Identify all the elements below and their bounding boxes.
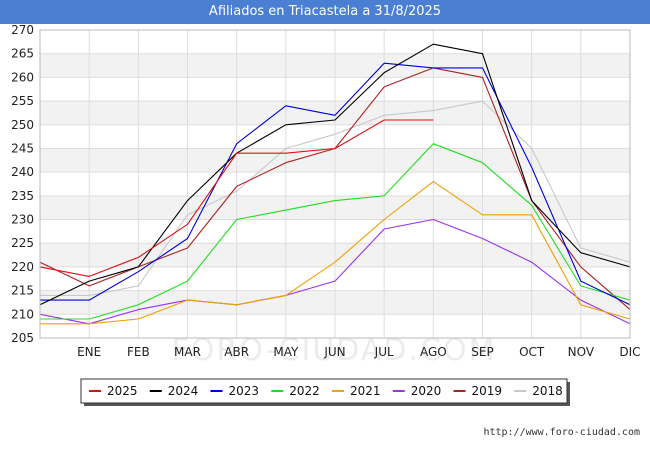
y-tick-label: 215 — [11, 284, 34, 298]
series-line-2025 — [39, 119, 434, 277]
y-tick-label: 250 — [11, 118, 34, 132]
legend-label-2023: 2023 — [229, 384, 260, 398]
y-tick-label: 265 — [11, 47, 34, 61]
x-tick-label: SEP — [471, 345, 493, 359]
legend-label-2021: 2021 — [350, 384, 381, 398]
x-tick-label: FEB — [127, 345, 150, 359]
x-tick-label: JUL — [374, 345, 394, 359]
y-tick-label: 220 — [11, 260, 34, 274]
legend: 2025 2024 2023 2022 2021 2020 2019 2018 — [80, 378, 570, 406]
series-line-2020 — [39, 218, 631, 325]
series-line-2018 — [40, 100, 631, 296]
y-tick-label: 230 — [11, 213, 34, 227]
x-tick-label: ABR — [224, 345, 249, 359]
x-tick-label: MAR — [174, 345, 201, 359]
y-tick-label: 260 — [11, 70, 34, 84]
legend-box — [80, 378, 568, 404]
y-tick-label: 240 — [11, 165, 34, 179]
x-tick-label: AGO — [420, 345, 447, 359]
y-tick-label: 245 — [11, 141, 34, 155]
series-line-2023 — [40, 62, 631, 306]
series-line-2021 — [40, 181, 631, 325]
legend-label-2018: 2018 — [532, 384, 563, 398]
series-line-2022 — [40, 143, 631, 320]
legend-label-2019: 2019 — [472, 384, 503, 398]
watermark: FORO-CIUDAD.COM — [172, 333, 497, 368]
y-tick-label: 225 — [11, 236, 34, 250]
axes: 205 210 215 220 225 230 235 240 245 250 255 260 265 2… — [11, 23, 640, 359]
x-tick-label: DIC — [619, 345, 640, 359]
legend-label-2020: 2020 — [411, 384, 442, 398]
series-line-2024 — [39, 43, 631, 306]
series — [39, 43, 631, 325]
y-tick-label: 270 — [11, 23, 34, 37]
footer-url: http://www.foro-ciudad.com — [483, 427, 640, 438]
y-tick-label: 235 — [11, 189, 34, 203]
legend-label-2024: 2024 — [168, 384, 199, 398]
x-tick-label: OCT — [519, 345, 545, 359]
grid — [40, 29, 631, 339]
legend-label-2025: 2025 — [107, 384, 138, 398]
legend-label-2022: 2022 — [289, 384, 320, 398]
chart-title: Afiliados en Triacastela a 31/8/2025 — [0, 0, 650, 24]
x-tick-label: JUN — [323, 345, 345, 359]
plot-frame — [39, 29, 631, 339]
y-tick-label: 210 — [11, 307, 34, 321]
y-tick-label: 205 — [11, 331, 34, 345]
x-tick-label: ENE — [77, 345, 101, 359]
y-tick-label: 255 — [11, 94, 34, 108]
x-tick-label: NOV — [568, 345, 595, 359]
x-tick-label: MAY — [273, 345, 299, 359]
